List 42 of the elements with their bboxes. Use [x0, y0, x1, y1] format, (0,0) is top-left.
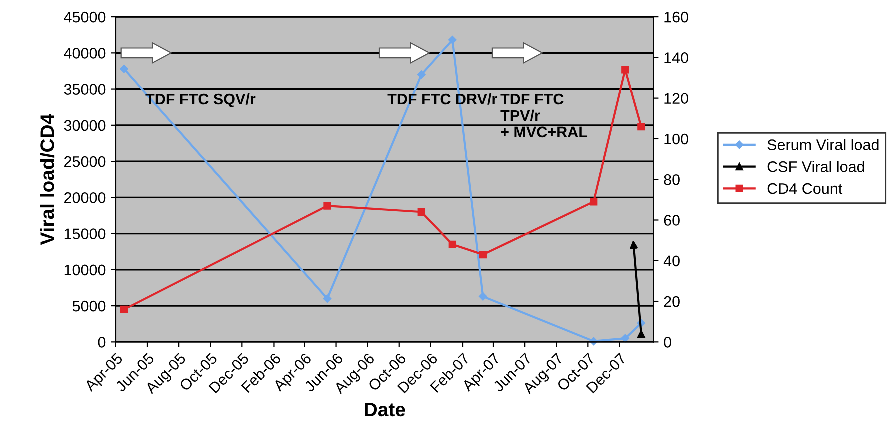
- y-tick-label: 20000: [64, 192, 106, 204]
- y-tick-label: 30000: [64, 120, 106, 132]
- y2-tick-label: 80: [664, 174, 680, 186]
- y-tick-label: 5000: [72, 300, 106, 312]
- y-axis-title: Viral load/CD4: [40, 114, 55, 246]
- y-tick-label: 35000: [64, 84, 106, 95]
- point: [323, 294, 332, 303]
- annotation: TDF FTC SQV/r: [146, 93, 256, 108]
- point: [622, 66, 630, 74]
- y-tick-label: 45000: [64, 12, 106, 23]
- point: [448, 240, 456, 248]
- point: [590, 198, 598, 206]
- point: [324, 202, 332, 210]
- legend-label: CD4 Count: [768, 183, 843, 194]
- y2-tick-label: 140: [664, 52, 688, 64]
- y2-tick-label: 120: [664, 93, 688, 104]
- point: [418, 208, 426, 216]
- y2-tick-label: 100: [664, 134, 688, 145]
- y2-tick-label: 160: [664, 12, 688, 23]
- point: [479, 250, 487, 259]
- y-tick-label: 15000: [64, 228, 106, 240]
- y2-tick-label: 20: [664, 296, 680, 308]
- y-tick-label: 0: [98, 337, 106, 348]
- y-tick-label: 25000: [64, 156, 106, 168]
- legend-label: Serum Viral load: [768, 139, 879, 150]
- y-tick-label: 10000: [64, 264, 106, 276]
- x-axis-title: Date: [365, 403, 406, 417]
- point: [120, 64, 128, 74]
- point: [120, 306, 128, 314]
- point: [638, 330, 646, 338]
- point: [638, 122, 646, 131]
- point: [621, 334, 630, 343]
- legend-label: CSF Viral load: [768, 161, 864, 172]
- y-tick-label: 40000: [64, 48, 106, 59]
- y2-tick-label: 0: [664, 337, 672, 348]
- y2-tick-label: 40: [664, 256, 680, 267]
- point: [448, 36, 457, 44]
- annotation: TDF FTC TPV/r + MVC+RAL: [500, 94, 588, 138]
- annotation: TDF FTC DRV/r: [388, 93, 498, 105]
- point: [479, 292, 488, 301]
- point: [417, 70, 426, 79]
- y2-tick-label: 60: [664, 215, 680, 226]
